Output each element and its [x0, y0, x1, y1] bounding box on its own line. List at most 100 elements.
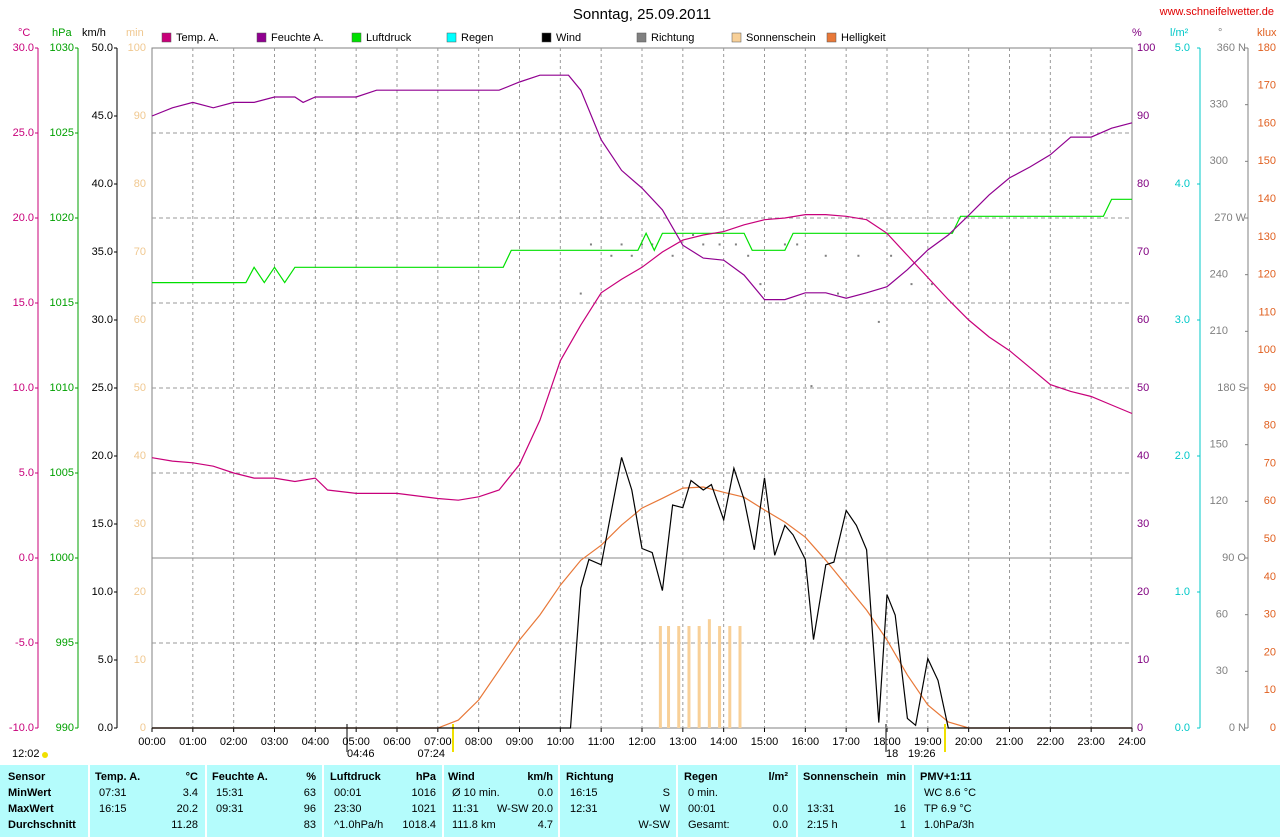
dot — [651, 243, 654, 246]
y-tick-label: 25.0 — [13, 127, 34, 139]
y-tick-label: 5.0 — [1175, 42, 1190, 54]
dot — [702, 243, 705, 246]
legend-label: Regen — [461, 32, 493, 44]
chart-title: Sonntag, 25.09.2011 — [573, 6, 711, 23]
y-tick-label: 120 — [1210, 495, 1228, 507]
cell-right: 83 — [303, 819, 316, 831]
y-tick-label: 160 — [1258, 117, 1276, 129]
dot — [796, 243, 799, 246]
y-tick-label: 10.0 — [13, 382, 34, 394]
y-tick-label: 5.0 — [19, 467, 34, 479]
column-unit: % — [306, 771, 316, 783]
axis-unit: min — [126, 27, 144, 39]
chart: Sonntag, 25.09.2011 www.schneifelwetter.… — [9, 6, 1277, 760]
dot — [890, 254, 893, 257]
cell-left: 00:01 — [688, 803, 716, 815]
dot — [824, 254, 827, 257]
cell-left: 111.8 km — [452, 819, 496, 831]
cell-right: 96 — [303, 803, 316, 815]
dot — [930, 283, 933, 286]
y-tick-label: 1025 — [50, 127, 74, 139]
dot — [610, 254, 613, 257]
x-tick-label: 14:00 — [710, 736, 738, 748]
y-tick-label: 130 — [1258, 231, 1276, 243]
bar — [707, 619, 711, 728]
y-tick-label: 300 — [1210, 155, 1228, 167]
cell-left: 2:15 h — [807, 819, 838, 831]
y-tick-label: 80 — [1137, 178, 1149, 190]
row-label: MinWert — [8, 787, 52, 799]
y-tick-label: 30 — [1137, 518, 1149, 530]
y-tick-label: 30.0 — [92, 314, 113, 326]
y-tick-label: 995 — [56, 637, 74, 649]
dot — [910, 283, 913, 286]
y-tick-label: 0.0 — [98, 722, 113, 734]
column-separator — [796, 765, 798, 837]
column-separator — [676, 765, 678, 837]
column-name: Regen — [684, 771, 718, 783]
y-tick-label: 20 — [1264, 646, 1276, 658]
y-tick-label: 60 — [1137, 314, 1149, 326]
annotation: 12:02 — [12, 748, 40, 760]
dot — [589, 243, 592, 246]
bar — [667, 626, 671, 728]
dot — [630, 254, 633, 257]
bar — [658, 626, 662, 728]
dot — [857, 254, 860, 257]
y-tick-label: 15.0 — [13, 297, 34, 309]
series-line — [151, 74, 1133, 301]
series-line — [152, 486, 1132, 729]
x-tick-label: 12:00 — [628, 736, 656, 748]
dot — [837, 292, 839, 295]
y-tick-label: 100 — [1258, 344, 1276, 356]
y-tick-label: 1020 — [50, 212, 74, 224]
sun-markers — [42, 724, 946, 758]
annotation: 07:24 — [417, 748, 445, 760]
series-line — [152, 457, 1132, 729]
cell-left: 07:31 — [99, 787, 127, 799]
y-tick-label: 100 — [128, 42, 146, 54]
legend-swatch — [351, 32, 362, 43]
direction-dots — [579, 234, 933, 388]
column-unit: °C — [185, 771, 198, 783]
x-tick-label: 20:00 — [955, 736, 983, 748]
y-tick-label: 1010 — [50, 382, 74, 394]
y-tick-label: 80 — [1264, 420, 1276, 432]
cell-left: Ø 10 min. — [452, 787, 500, 799]
y-tick-label: 90 — [134, 110, 146, 122]
y-tick-label: 5.0 — [98, 654, 113, 666]
y-tick-label: 40 — [1264, 571, 1276, 583]
y-tick-label: 70 — [1137, 246, 1149, 258]
cell-left: Gesamt: — [688, 819, 730, 831]
cell-left: 0 min. — [688, 787, 718, 799]
x-tick-label: 09:00 — [506, 736, 534, 748]
series-line — [151, 214, 1133, 501]
stats-table: Sensor MinWert MaxWert Durchschnitt Temp. A.… — [0, 765, 1280, 837]
dot — [718, 243, 721, 246]
column-separator — [442, 765, 444, 837]
y-tick-label: 140 — [1258, 193, 1276, 205]
x-tick-label: 07:00 — [424, 736, 452, 748]
y-tick-label: 10 — [134, 654, 146, 666]
cell-right: 0.0 — [537, 787, 553, 799]
cell-left: 16:15 — [99, 803, 127, 815]
y-tick-label: 0 — [1137, 722, 1143, 734]
y-tick-label: 30.0 — [13, 42, 34, 54]
column-separator — [322, 765, 324, 837]
y-tick-label: 40 — [134, 450, 146, 462]
dot — [877, 320, 880, 323]
y-tick-label: 0 — [1270, 722, 1276, 734]
cell-left: 13:31 — [807, 803, 835, 815]
cell-left: 09:31 — [216, 803, 244, 815]
y-tick-label: 35.0 — [92, 246, 113, 258]
x-tick-label: 19:00 — [914, 736, 942, 748]
column-unit: l/m² — [768, 771, 788, 783]
legend-label: Wind — [556, 32, 581, 44]
column-name: Luftdruck — [330, 771, 381, 783]
x-tick-label: 05:00 — [342, 736, 370, 748]
legend-label: Sonnenschein — [746, 32, 816, 44]
y-tick-label: 10.0 — [92, 586, 113, 598]
y-tick-label: 20 — [1137, 586, 1149, 598]
bar — [718, 626, 722, 728]
